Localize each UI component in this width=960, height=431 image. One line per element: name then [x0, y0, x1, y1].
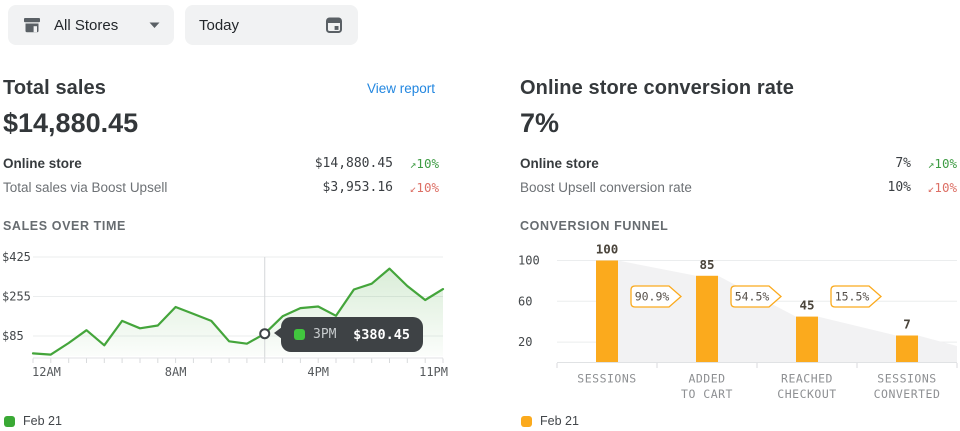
- metric-value: $14,880.45: [314, 155, 393, 171]
- x-axis-label: 12AM: [32, 365, 61, 379]
- y-axis-label: $255: [2, 290, 31, 304]
- view-report-link[interactable]: View report: [367, 81, 436, 96]
- category-label: TO CART: [681, 387, 733, 401]
- y-axis-label: 20: [518, 335, 532, 349]
- metric-delta-value: 10%: [934, 179, 957, 195]
- y-axis-label: $85: [2, 329, 24, 343]
- metric-delta: ↗10%: [911, 156, 957, 171]
- conversion-legend-swatch: [521, 415, 532, 427]
- conversion-rate-label: 15.5%: [835, 290, 870, 304]
- y-axis-label: 100: [518, 254, 540, 268]
- metric-row: Total sales via Boost Upsell $3,953.16 ↙10…: [3, 175, 439, 199]
- store-filter-button[interactable]: All Stores: [8, 5, 174, 45]
- bar-value-label: 85: [699, 257, 714, 272]
- x-axis-label: 8AM: [165, 365, 187, 379]
- chart-tooltip: 3PM $380.45: [274, 317, 423, 352]
- metric-row: Boost Upsell conversion rate 10% ↙10%: [520, 175, 957, 199]
- metric-delta-value: 10%: [416, 179, 439, 195]
- y-axis-label: 60: [518, 294, 532, 308]
- hover-marker: [259, 328, 271, 340]
- trend-up-icon: ↗: [409, 157, 417, 171]
- metric-delta: ↙10%: [393, 180, 439, 195]
- conversion-rate-badge: [830, 285, 882, 308]
- category-label: SESSIONS: [577, 372, 636, 386]
- category-label: REACHED: [781, 372, 833, 386]
- funnel-bar[interactable]: [596, 260, 618, 363]
- sales-line-chart[interactable]: $85 $255 $425 12AM 8AM 4PM 11PM: [0, 245, 470, 385]
- metric-delta-value: 10%: [934, 155, 957, 171]
- metric-value: 7%: [895, 155, 911, 171]
- conversion-funnel-chart[interactable]: 20 60 100 100 85 45 7 90.9% 54.5% 15.5% SESSIONS AD…: [516, 242, 960, 408]
- metric-delta: ↗10%: [393, 156, 439, 171]
- trend-down-icon: ↙: [927, 181, 935, 195]
- sales-line[interactable]: [31, 267, 445, 356]
- sales-legend-label: Feb 21: [23, 414, 62, 428]
- category-label: SESSIONS: [877, 372, 936, 386]
- conversion-section-title: CONVERSION FUNNEL: [520, 219, 669, 233]
- category-label: ADDED: [688, 372, 725, 386]
- funnel-bar[interactable]: [896, 335, 918, 363]
- metric-row: Online store $14,880.45 ↗10%: [3, 151, 439, 175]
- conversion-panel-title: Online store conversion rate: [520, 77, 794, 99]
- date-filter-label: Today: [199, 16, 240, 34]
- conversion-rate-badge: [630, 285, 682, 308]
- trend-up-icon: ↗: [927, 157, 935, 171]
- funnel-bar[interactable]: [796, 316, 818, 363]
- tooltip-value: $380.45: [353, 326, 410, 343]
- sales-legend-swatch: [4, 415, 15, 427]
- sales-section-title: SALES OVER TIME: [3, 219, 126, 233]
- metric-label: Online store: [520, 155, 599, 171]
- metric-label: Online store: [3, 155, 82, 171]
- conversion-headline-value: 7%: [520, 108, 560, 138]
- conversion-rate-label: 54.5%: [735, 290, 770, 304]
- x-axis-label: 4PM: [307, 365, 329, 379]
- conversion-legend: Feb 21: [521, 414, 579, 428]
- category-label: CONVERTED: [874, 387, 941, 401]
- y-axis-label: $425: [2, 250, 31, 264]
- metric-row: Online store 7% ↗10%: [520, 151, 957, 175]
- x-axis-label: 11PM: [419, 365, 448, 379]
- date-filter-button[interactable]: Today: [185, 5, 358, 45]
- sales-panel-title: Total sales: [3, 77, 106, 99]
- category-label: CHECKOUT: [777, 387, 836, 401]
- bar-value-label: 100: [596, 243, 619, 257]
- metric-delta: ↙10%: [911, 180, 957, 195]
- sales-legend: Feb 21: [4, 414, 62, 428]
- sales-headline-value: $14,880.45: [3, 108, 139, 138]
- storefront-icon: [22, 15, 42, 35]
- trend-down-icon: ↙: [409, 181, 417, 195]
- bar-value-label: 45: [799, 298, 814, 313]
- tooltip-time: 3PM: [313, 327, 337, 342]
- conversion-rate-label: 90.9%: [635, 290, 670, 304]
- store-filter-label: All Stores: [54, 16, 119, 34]
- calendar-icon: [324, 15, 344, 35]
- conversion-rate-badge: [730, 285, 782, 308]
- metric-label: Boost Upsell conversion rate: [520, 179, 692, 195]
- tooltip-series-swatch: [294, 329, 305, 340]
- metric-value: $3,953.16: [322, 179, 393, 195]
- metric-delta-value: 10%: [416, 155, 439, 171]
- metric-value: 10%: [887, 179, 911, 195]
- bar-value-label: 7: [903, 317, 911, 332]
- chevron-down-icon: [149, 22, 160, 29]
- sales-metrics: Online store $14,880.45 ↗10% Total sales vi…: [3, 151, 439, 199]
- conversion-metrics: Online store 7% ↗10% Boost Upsell conversio…: [520, 151, 957, 199]
- conversion-legend-label: Feb 21: [540, 414, 579, 428]
- funnel-bar[interactable]: [696, 275, 718, 363]
- metric-label: Total sales via Boost Upsell: [3, 179, 168, 195]
